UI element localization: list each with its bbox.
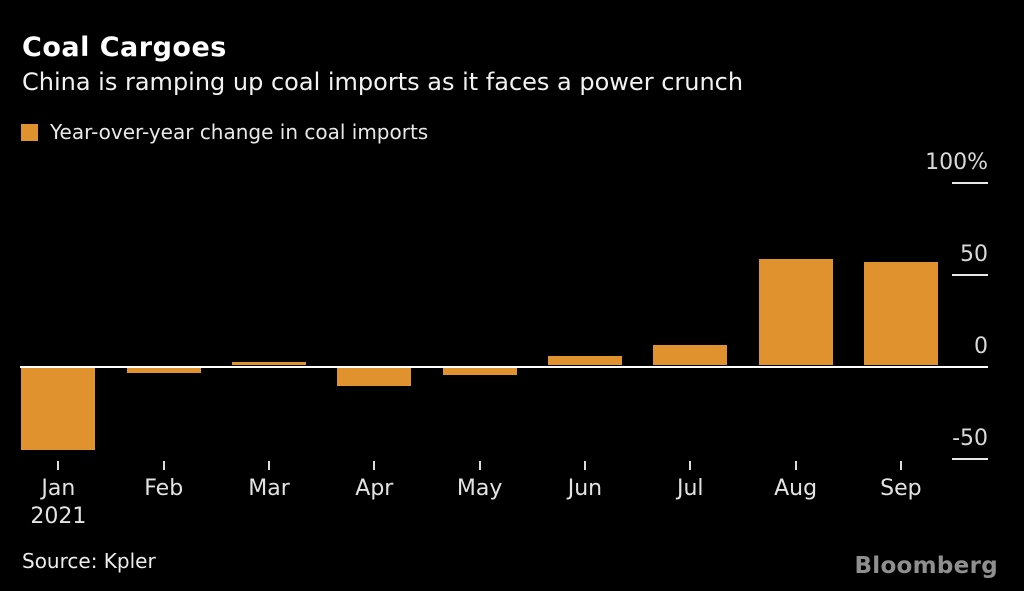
y-axis-label: 50 <box>960 241 988 267</box>
bar-jan <box>21 367 96 451</box>
x-axis-tick <box>373 461 376 470</box>
x-axis-label: May <box>456 476 503 501</box>
legend-swatch <box>21 123 38 141</box>
x-axis-tick <box>689 461 692 470</box>
bar-jun <box>547 356 622 366</box>
chart-subtitle: China is ramping up coal imports as it f… <box>22 68 744 96</box>
x-axis-label: Feb <box>144 476 184 501</box>
x-axis-label: Jan <box>41 476 76 501</box>
x-axis-label: Jul <box>676 476 704 501</box>
y-axis-tick <box>952 181 988 184</box>
x-axis-tick <box>268 461 271 470</box>
y-axis-tick <box>952 457 988 460</box>
source-label: Source: Kpler <box>22 549 156 573</box>
y-axis-label: 0 <box>974 333 988 359</box>
bar-jul <box>653 345 728 366</box>
legend: Year-over-year change in coal imports <box>21 120 428 144</box>
x-axis-tick <box>162 461 165 470</box>
y-axis-tick <box>952 273 988 276</box>
x-axis-label: Apr <box>355 476 394 501</box>
x-axis-label: Mar <box>248 476 290 501</box>
chart-title: Coal Cargoes <box>22 32 227 63</box>
x-axis-label: Aug <box>774 476 818 501</box>
x-axis-tick <box>478 461 481 470</box>
x-axis-tick <box>583 461 586 470</box>
bar-mar <box>232 361 307 366</box>
y-axis-label: 100% <box>925 149 988 175</box>
bar-aug <box>758 258 833 366</box>
bloomberg-logo: Bloomberg <box>854 553 998 579</box>
x-axis-tick <box>794 461 797 470</box>
bar-feb <box>126 367 201 374</box>
bar-apr <box>337 367 412 386</box>
zero-baseline <box>20 365 988 368</box>
x-axis-tick <box>899 461 902 470</box>
x-axis-label: Sep <box>880 476 922 501</box>
y-axis-label: -50 <box>952 425 988 451</box>
x-axis-year-label: 2021 <box>30 504 87 529</box>
x-axis-label: Jun <box>567 476 603 501</box>
legend-label: Year-over-year change in coal imports <box>50 120 429 144</box>
x-axis-tick <box>57 461 60 470</box>
bar-sep <box>863 262 938 366</box>
bar-may <box>442 367 517 375</box>
